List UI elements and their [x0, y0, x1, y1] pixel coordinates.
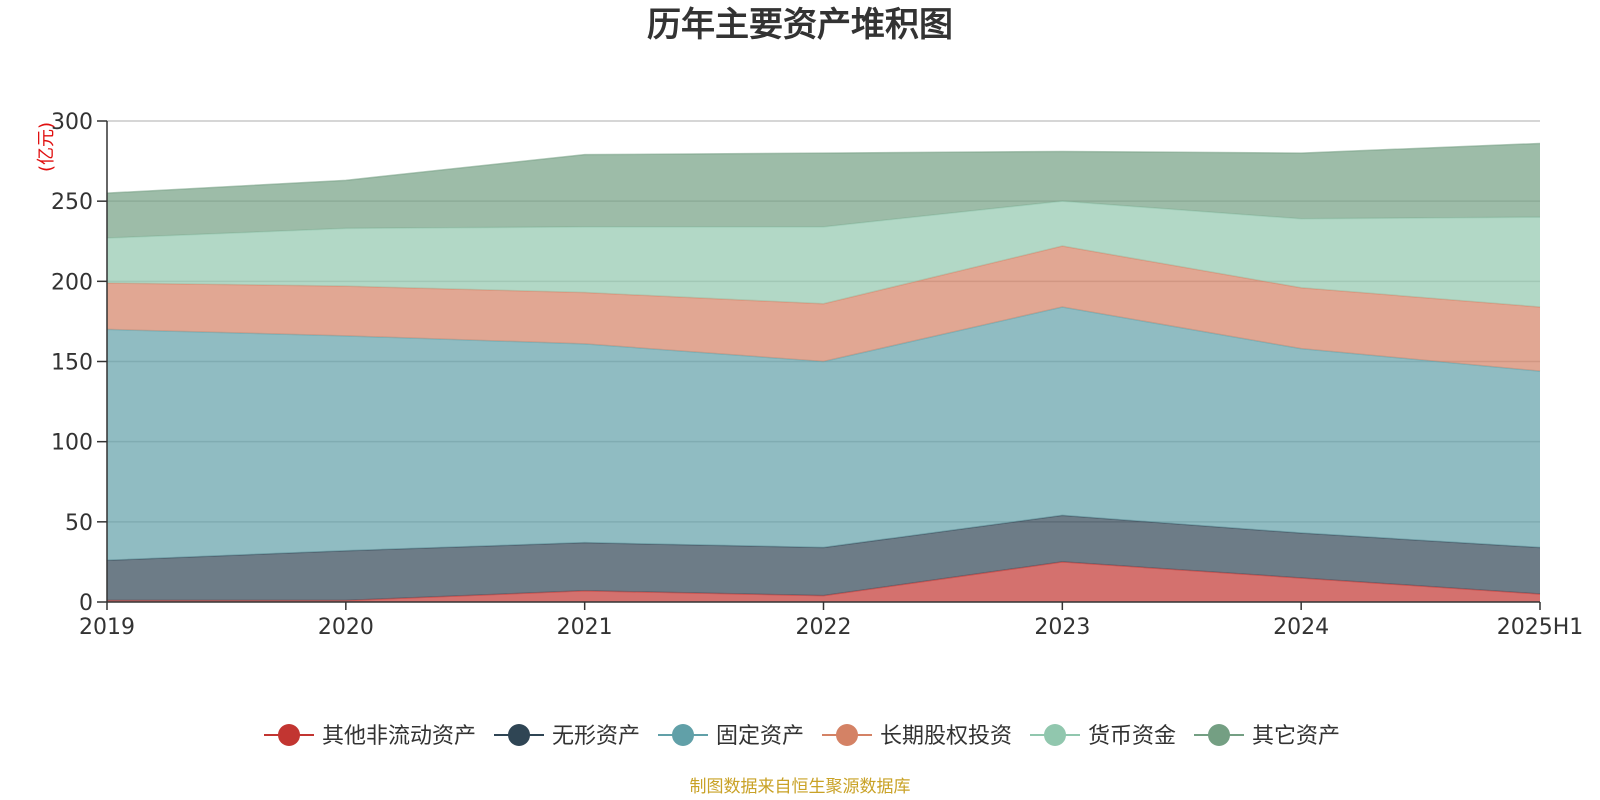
y-tick-label: 100: [51, 431, 93, 456]
y-tick-label: 300: [51, 110, 93, 135]
legend-label: 货币资金: [1088, 724, 1176, 749]
legend-label: 其他非流动资产: [322, 724, 476, 749]
legend-label: 无形资产: [552, 724, 640, 749]
legend-swatch-marker: [508, 724, 530, 746]
legend-swatch-marker: [278, 724, 300, 746]
legend-item-5: 货币资金: [1030, 724, 1176, 749]
area-series-4: [107, 246, 1540, 372]
legend-item-3: 固定资产: [658, 724, 804, 749]
x-tick-label: 2024: [1273, 615, 1329, 640]
x-tick-label: 2023: [1034, 615, 1090, 640]
y-axis-unit: (亿元): [36, 122, 57, 172]
area-series-3: [107, 306, 1540, 561]
legend-label: 其它资产: [1252, 724, 1340, 749]
x-tick-label: 2022: [796, 615, 852, 640]
series-line-6: [106, 142, 1541, 194]
legend-item-1: 其他非流动资产: [264, 724, 476, 749]
x-tick-label: 2021: [557, 615, 613, 640]
legend-item-6: 其它资产: [1194, 724, 1340, 749]
area-series-1: [107, 561, 1540, 602]
source-note: 制图数据来自恒生聚源数据库: [690, 777, 911, 797]
x-tick-label: 2019: [79, 615, 135, 640]
axes: 0 50 100 150 200 250 300 2019 2020 2021 2022 2023 20…: [51, 110, 1583, 640]
legend-item-4: 长期股权投资: [822, 724, 1012, 749]
x-tick-label: 2025H1: [1497, 615, 1584, 640]
area-series-6: [107, 143, 1540, 239]
legend-swatch-marker: [672, 724, 694, 746]
legend-swatch-marker: [1044, 724, 1066, 746]
area-series: [106, 142, 1541, 602]
area-series-2: [107, 515, 1540, 601]
y-tick-label: 250: [51, 190, 93, 215]
legend: 其他非流动资产 无形资产 固定资产 长期股权投资 货币资金 其它资产: [264, 724, 1340, 749]
legend-label: 长期股权投资: [880, 724, 1012, 749]
legend-swatch-marker: [1208, 724, 1230, 746]
legend-item-2: 无形资产: [494, 724, 640, 749]
y-tick-label: 150: [51, 351, 93, 376]
chart-title: 历年主要资产堆积图: [647, 5, 953, 45]
legend-swatch-marker: [836, 724, 858, 746]
y-tick-label: 200: [51, 270, 93, 295]
y-tick-label: 0: [79, 591, 93, 616]
y-tick-label: 50: [65, 511, 93, 536]
legend-label: 固定资产: [716, 724, 804, 749]
x-tick-label: 2020: [318, 615, 374, 640]
